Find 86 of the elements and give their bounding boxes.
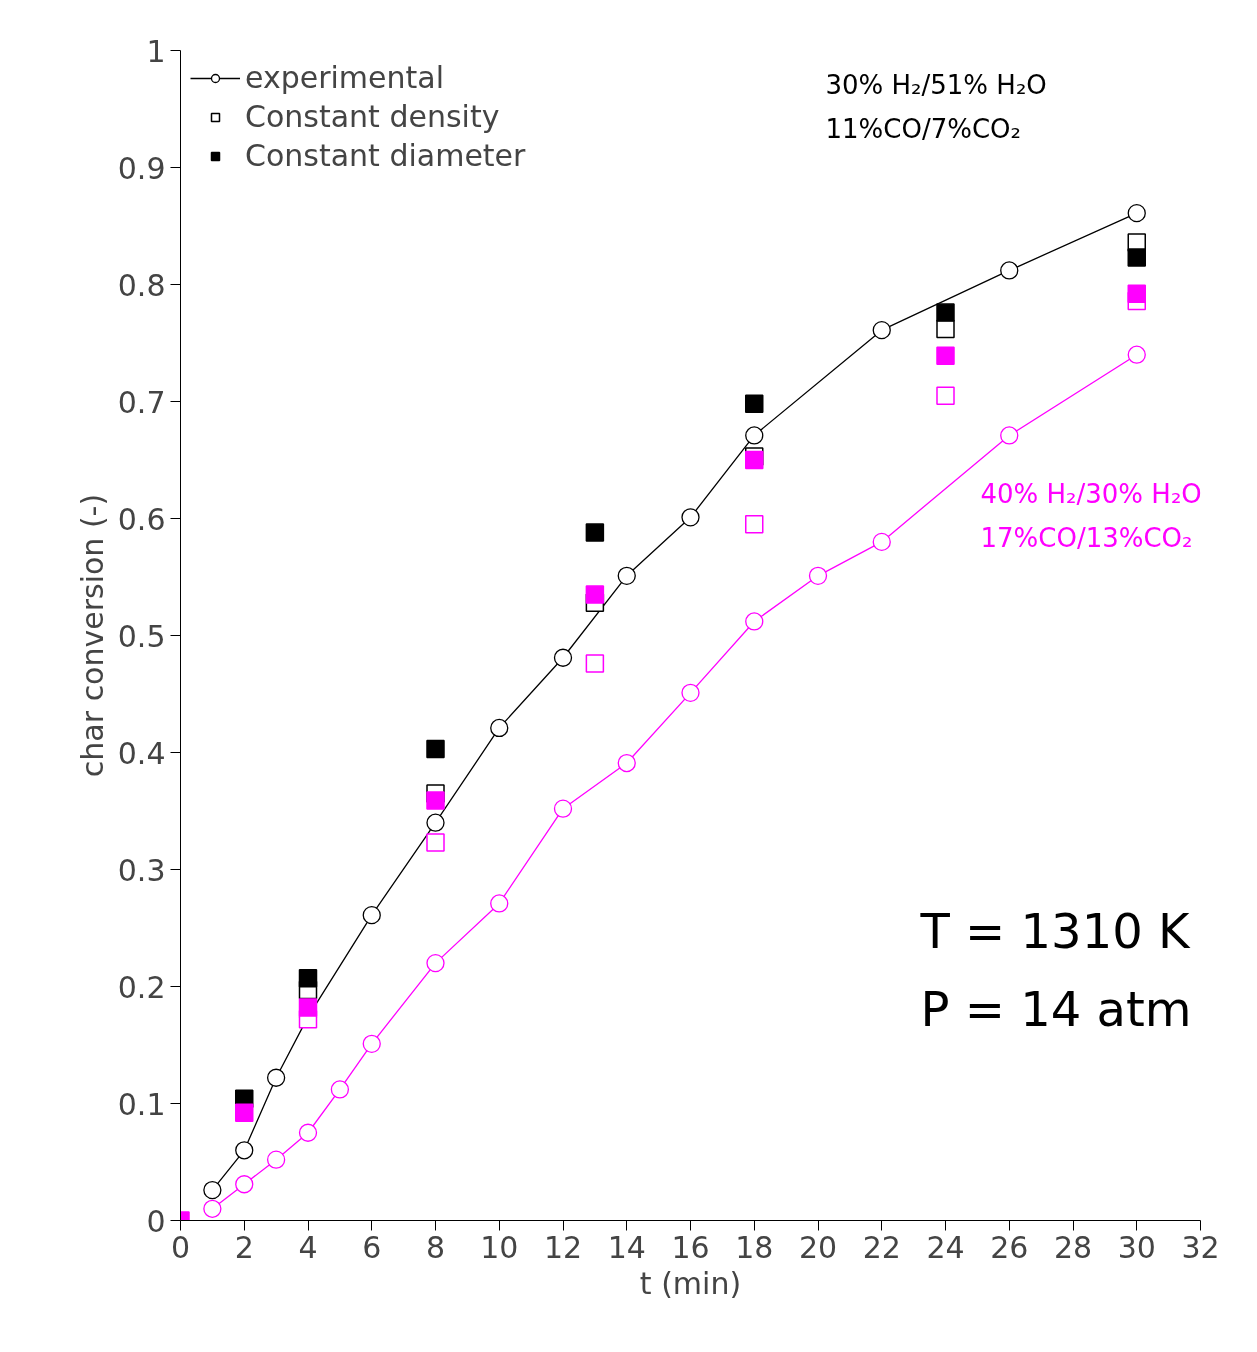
point [1000,426,1019,445]
point [490,718,509,738]
point [1127,204,1146,223]
point [266,1068,286,1087]
x-tick-label: 20 [798,1229,838,1265]
x-tick-label: 30 [1117,1229,1156,1265]
point [362,906,381,925]
point [426,791,445,810]
x-tick-label: 16 [671,1229,710,1265]
point [235,1175,254,1194]
point [426,813,445,832]
y-tick-label: 0.1 [117,1086,166,1122]
point [617,753,636,773]
y-tick-label: 0.2 [117,969,166,1005]
x-tick-label: 28 [1053,1229,1093,1265]
point [490,894,509,913]
legend-label: Constant diameter [245,138,526,173]
point [936,303,955,322]
y-tick-label: 1 [146,33,166,69]
point [585,523,605,542]
point [553,799,573,818]
annotation: 30% H₂/51% H₂O [825,69,1047,100]
point [585,585,605,604]
y-axis-title: char conversion (-) [74,493,110,778]
annotation: P = 14 atm [920,980,1192,1037]
point [745,394,764,414]
point [553,648,573,667]
point [1127,248,1146,267]
annotation: 40% H₂/30% H₂O [980,478,1202,509]
point [585,654,605,673]
x-tick-label: 32 [1181,1229,1220,1265]
annotation: 17%CO/13%CO₂ [980,522,1193,553]
point [936,386,955,405]
point [426,739,445,759]
y-tick-label: 0.3 [117,852,166,888]
y-tick-label: 0.5 [117,618,166,654]
point [203,1199,222,1218]
annotation: 11%CO/7%CO₂ [825,113,1021,144]
y-tick-label: 0.7 [117,384,166,420]
y-tick-label: 0.6 [117,501,166,537]
point [808,566,828,585]
y-tick-label: 0.8 [117,267,166,303]
legend-label: experimental [245,60,445,95]
point [745,612,764,631]
legend-label: Constant density [245,99,500,134]
point [362,1034,381,1053]
point [681,508,700,527]
point [330,1080,350,1099]
point [235,1103,254,1123]
point [298,969,318,988]
x-tick-label: 0 [170,1229,191,1265]
point [872,321,891,340]
point [745,515,764,534]
point [936,346,955,366]
point [872,532,891,552]
point [235,1141,254,1160]
point [426,953,445,973]
x-tick-label: 2 [234,1229,254,1265]
x-tick-label: 8 [425,1229,446,1265]
point [203,1180,222,1200]
x-tick-label: 6 [362,1229,382,1265]
x-tick-label: 26 [990,1229,1029,1265]
point [1127,284,1146,304]
point [745,426,764,445]
point [1127,345,1146,364]
x-tick-label: 10 [480,1229,519,1265]
x-tick-label: 12 [543,1229,583,1265]
x-tick-label: 18 [735,1229,774,1265]
point [745,450,764,470]
x-axis-title: t (min) [639,1265,742,1301]
point [681,683,700,702]
y-tick-label: 0.9 [117,150,166,186]
y-tick-label: 0 [146,1203,166,1239]
x-tick-label: 22 [862,1229,901,1265]
point [1000,261,1019,280]
x-tick-label: 4 [298,1229,318,1265]
point [298,1123,318,1142]
y-tick-label: 0.4 [117,735,166,771]
point [426,833,445,852]
x-tick-label: 14 [607,1229,646,1265]
x-tick-label: 24 [926,1229,965,1265]
point [617,566,636,585]
point [936,319,955,339]
point [266,1150,286,1169]
point [298,998,318,1017]
annotation: T = 1310 K [919,902,1191,959]
